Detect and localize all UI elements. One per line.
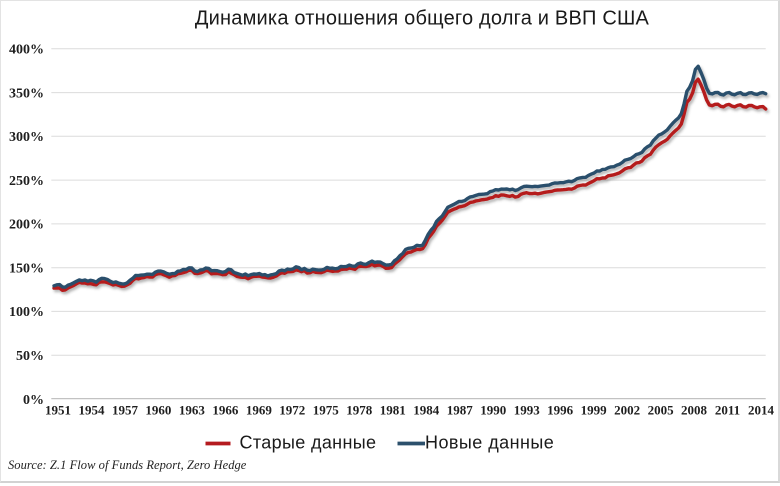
svg-text:Старые данные: Старые данные — [240, 433, 377, 453]
svg-text:Новые данные: Новые данные — [425, 433, 554, 453]
svg-text:1987: 1987 — [447, 403, 474, 418]
svg-text:2014: 2014 — [748, 403, 775, 418]
svg-text:100%: 100% — [9, 305, 44, 320]
svg-text:1969: 1969 — [246, 403, 273, 418]
svg-text:2005: 2005 — [648, 403, 675, 418]
svg-text:1966: 1966 — [212, 403, 239, 418]
svg-text:1996: 1996 — [547, 403, 574, 418]
svg-text:0%: 0% — [23, 393, 44, 408]
svg-text:2002: 2002 — [614, 403, 640, 418]
svg-text:1975: 1975 — [313, 403, 340, 418]
svg-text:50%: 50% — [16, 349, 44, 364]
svg-text:1993: 1993 — [514, 403, 541, 418]
svg-text:1960: 1960 — [145, 403, 171, 418]
svg-text:1999: 1999 — [581, 403, 608, 418]
svg-text:2008: 2008 — [681, 403, 708, 418]
svg-text:400%: 400% — [9, 43, 44, 58]
svg-text:200%: 200% — [9, 218, 44, 233]
svg-text:Динамика отношения общего долг: Динамика отношения общего долга и ВВП СШ… — [195, 8, 650, 30]
svg-text:1978: 1978 — [346, 403, 373, 418]
svg-text:250%: 250% — [9, 174, 44, 189]
svg-text:1984: 1984 — [413, 403, 440, 418]
svg-text:350%: 350% — [9, 86, 44, 101]
svg-text:300%: 300% — [9, 130, 44, 145]
svg-text:Source: Z.1 Flow of Funds Repo: Source: Z.1 Flow of Funds Report, Zero H… — [8, 458, 247, 472]
svg-text:2011: 2011 — [715, 403, 740, 418]
svg-text:1981: 1981 — [380, 403, 406, 418]
svg-text:1951: 1951 — [45, 403, 71, 418]
svg-text:1954: 1954 — [79, 403, 106, 418]
svg-text:1972: 1972 — [279, 403, 305, 418]
svg-text:1990: 1990 — [480, 403, 506, 418]
svg-text:1963: 1963 — [179, 403, 206, 418]
svg-text:150%: 150% — [9, 262, 44, 277]
svg-text:1957: 1957 — [112, 403, 139, 418]
